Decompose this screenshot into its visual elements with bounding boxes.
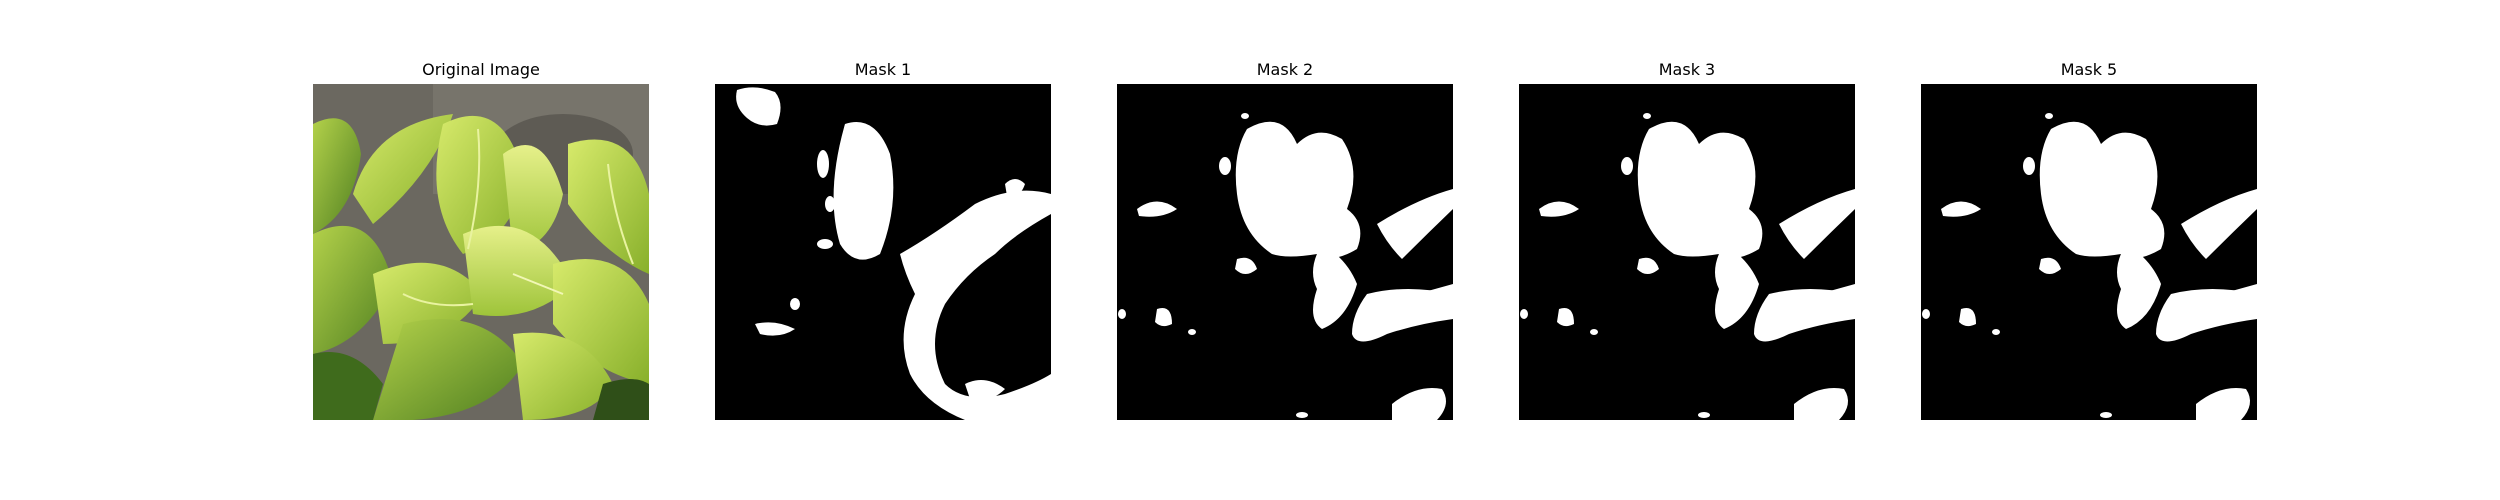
- mask-image: [1519, 84, 1855, 420]
- panel-mask-5: Mask 5: [1921, 56, 2257, 420]
- leaf-shape: [463, 225, 573, 316]
- mask-image: [1117, 84, 1453, 420]
- panel-title: Mask 5: [2060, 60, 2118, 79]
- leaf-shape: [313, 352, 383, 420]
- mask-image: [1921, 84, 2257, 420]
- leaf-shape: [313, 225, 393, 354]
- leaf-shape: [593, 379, 649, 420]
- leaf-shape: [353, 114, 453, 224]
- panel-title: Mask 3: [1658, 60, 1716, 79]
- panel-title: Mask 2: [1256, 60, 1314, 79]
- original-photo: [313, 84, 649, 420]
- leaf-shape: [436, 115, 523, 255]
- panel-original-image: Original Image: [313, 56, 649, 420]
- leaf-shape: [503, 145, 563, 254]
- panel-mask-1: Mask 1: [715, 56, 1051, 420]
- panel-title: Original Image: [422, 60, 540, 79]
- leaf-shape: [513, 332, 613, 420]
- leaf-shape: [313, 118, 361, 234]
- mask-image: [715, 84, 1051, 420]
- leaf-shape: [373, 319, 523, 420]
- panel-mask-3: Mask 3: [1519, 56, 1855, 420]
- panel-mask-2: Mask 2: [1117, 56, 1453, 420]
- panel-title: Mask 1: [854, 60, 912, 79]
- leaf-shape: [553, 259, 649, 384]
- leaf-shape: [568, 139, 649, 274]
